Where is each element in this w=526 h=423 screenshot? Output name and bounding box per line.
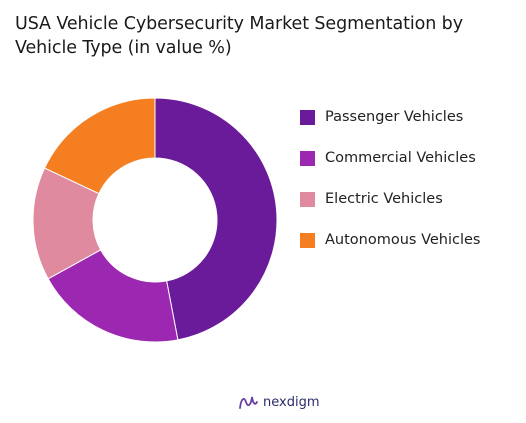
legend-swatch xyxy=(300,232,315,248)
brand-footer: nexdigm xyxy=(238,392,319,412)
legend-label: Electric Vehicles xyxy=(325,191,443,207)
legend-label: Passenger Vehicles xyxy=(325,109,464,125)
donut-slice-passenger-vehicles xyxy=(154,97,278,341)
legend-item-passenger-vehicles: Passenger Vehicles xyxy=(300,107,522,127)
legend-swatch xyxy=(300,109,315,125)
legend-label: Autonomous Vehicles xyxy=(325,232,481,248)
legend-item-autonomous-vehicles: Autonomous Vehicles xyxy=(300,230,522,250)
chart-title: USA Vehicle Cybersecurity Market Segment… xyxy=(15,14,463,58)
legend-item-commercial-vehicles: Commercial Vehicles xyxy=(300,148,522,168)
brand-name: nexdigm xyxy=(263,394,320,410)
donut-slice-commercial-vehicles xyxy=(47,249,179,343)
legend-item-electric-vehicles: Electric Vehicles xyxy=(300,189,522,209)
legend-swatch xyxy=(300,150,315,166)
legend-label: Commercial Vehicles xyxy=(325,150,476,166)
nexdigm-logo-icon xyxy=(239,396,258,409)
chart-legend: Passenger Vehicles Commercial Vehicles Ele… xyxy=(300,107,522,271)
legend-swatch xyxy=(300,191,315,207)
donut-slice-autonomous-vehicles xyxy=(43,97,156,195)
